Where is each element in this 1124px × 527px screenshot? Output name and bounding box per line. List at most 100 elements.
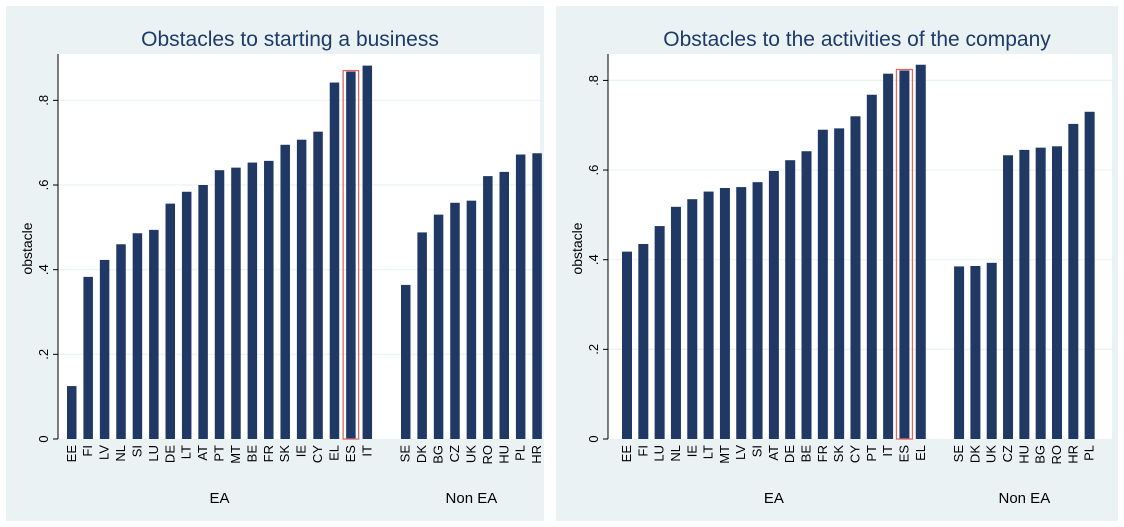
bar-ie	[687, 199, 698, 439]
x-tick-label: NL	[113, 445, 128, 462]
x-tick-label: HR	[529, 445, 544, 464]
x-tick-label: BG	[431, 445, 446, 464]
bar-be	[801, 151, 812, 439]
bar-de	[785, 160, 796, 440]
x-tick-label: FR	[815, 445, 830, 462]
bar-mt	[231, 167, 241, 440]
bar-pl	[1084, 111, 1095, 439]
bar-be	[247, 162, 258, 439]
chart-title: Obstacles to starting a business	[141, 28, 439, 51]
bar-dk	[417, 232, 427, 439]
bar-fr	[264, 160, 274, 439]
x-tick-label: IE	[684, 445, 699, 458]
x-tick-label: SE	[951, 445, 966, 463]
bar-cz	[1003, 155, 1014, 439]
x-tick-label: EL	[326, 445, 341, 461]
x-tick-label: SK	[277, 445, 292, 463]
bar-lv	[736, 187, 747, 439]
bar-mt	[719, 187, 730, 439]
x-tick-label: RO	[480, 445, 495, 465]
y-tick-label: .4	[586, 254, 601, 265]
x-tick-label: DK	[967, 445, 982, 463]
x-tick-label: LU	[146, 445, 161, 462]
x-tick-label: DK	[414, 445, 429, 463]
x-tick-label: HR	[1065, 445, 1080, 464]
x-tick-label: DE	[782, 445, 797, 463]
bar-ee	[622, 251, 632, 439]
bar-uk	[466, 200, 477, 439]
x-tick-label: HU	[1016, 445, 1031, 464]
x-tick-label: MT	[228, 445, 243, 464]
bar-dk	[970, 265, 981, 439]
highlight-box	[342, 69, 360, 440]
bar-fi	[83, 276, 93, 439]
bar-si	[132, 233, 143, 439]
y-axis-label: obstacle	[19, 222, 35, 274]
x-tick-label: SI	[750, 445, 765, 457]
x-tick-label: MT	[717, 445, 732, 464]
bar-fi	[638, 244, 649, 439]
bar-ro	[1052, 146, 1062, 439]
bar-lt	[703, 191, 714, 439]
x-tick-label: PL	[1082, 445, 1097, 461]
bar-es	[346, 71, 356, 440]
bar-ee	[67, 386, 77, 439]
x-tick-label: SE	[398, 445, 413, 463]
x-tick-label: EE	[64, 445, 79, 463]
x-tick-label: IT	[880, 445, 895, 457]
x-tick-label: PL	[513, 445, 528, 461]
x-tick-label: FI	[635, 445, 650, 457]
x-tick-label: BG	[1033, 445, 1048, 464]
x-tick-label: SK	[831, 445, 846, 463]
bar-pl	[515, 154, 526, 439]
x-tick-label: CZ	[447, 445, 462, 462]
y-tick-label: 0	[586, 435, 601, 442]
bar-nl	[670, 206, 681, 439]
x-tick-label: UK	[463, 445, 478, 463]
bar-lu	[654, 226, 665, 439]
y-tick-label: .8	[36, 95, 51, 106]
x-tick-label: IE	[294, 445, 309, 458]
bar-cz	[450, 202, 460, 439]
bar-hr	[532, 153, 542, 439]
bar-pt	[866, 94, 877, 439]
bar-uk	[986, 262, 997, 439]
y-tick-label: .2	[36, 349, 51, 360]
x-tick-label: LV	[97, 445, 112, 460]
x-tick-label: LT	[701, 445, 716, 459]
chart-panel-left: Obstacles to starting a business 0 .2 .4 .6…	[6, 6, 544, 521]
bar-ie	[296, 139, 307, 439]
bar-bg	[1035, 147, 1046, 439]
bar-lv	[99, 259, 110, 439]
y-tick-label: 0	[36, 435, 51, 442]
x-tick-label: DE	[162, 445, 177, 463]
bar-cy	[850, 116, 861, 439]
x-tick-label: BE	[244, 445, 259, 463]
bar-lu	[149, 229, 159, 439]
y-tick-label: .2	[586, 344, 601, 355]
bar-cy	[313, 131, 323, 439]
x-tick-label: UK	[984, 445, 999, 463]
x-tick-label: ES	[896, 445, 911, 463]
bar-it	[883, 73, 894, 439]
x-tick-label: EL	[913, 445, 928, 461]
chart-panel-right: Obstacles to the activities of the compa…	[556, 6, 1118, 521]
x-tick-label: NL	[668, 445, 683, 462]
bar-ro	[483, 176, 493, 440]
highlight-box	[895, 68, 914, 440]
group-label: Non EA	[999, 490, 1051, 507]
x-tick-label: EE	[619, 445, 634, 463]
x-tick-label: PT	[212, 445, 227, 462]
y-tick-label: .4	[36, 264, 51, 275]
bar-it	[362, 65, 373, 439]
bar-at	[768, 170, 779, 439]
x-tick-label: LV	[733, 445, 748, 460]
bar-nl	[116, 244, 126, 439]
bar-se	[400, 284, 411, 439]
group-label: EA	[210, 490, 230, 507]
x-tick-label: CY	[847, 445, 862, 463]
bar-hr	[1068, 123, 1079, 439]
y-tick-label: .8	[586, 75, 601, 86]
